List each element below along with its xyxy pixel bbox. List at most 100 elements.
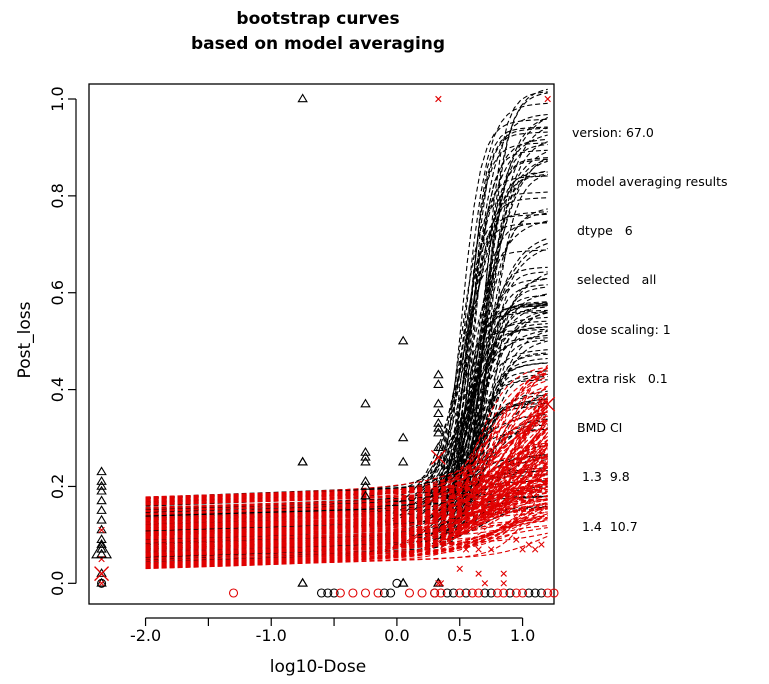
black-triangle-point [297,577,308,587]
red-circle-point [492,588,502,598]
red-curves [145,364,549,570]
black-triangle-point [96,568,107,577]
red-x-point [462,541,470,548]
red-x-point [98,555,105,563]
black-triangle-point [360,490,371,500]
red-bootstrap-curve [145,472,548,505]
black-triangle-point [433,417,444,427]
red-x-point [435,580,442,587]
red-bootstrap-curve [145,442,548,510]
red-bootstrap-curve [145,466,549,544]
red-circle-point [228,588,239,598]
red-x-point [98,526,105,534]
legend-dtype: dtype 6 [577,223,633,239]
red-bootstrap-curve [145,367,548,564]
black-circle-point [316,588,327,598]
red-circle-point [511,588,521,598]
red-bootstrap-curve [145,445,549,565]
red-bootstrap-curve [145,486,548,534]
red-circle-point [335,588,345,598]
x-tick-label: -1.0 [256,626,287,645]
red-circle-point [430,588,440,598]
black-triangle-point [297,456,308,466]
model-averaging-legend: version: 67.0 model averaging results dt… [572,92,728,551]
red-bootstrap-curve [145,433,549,529]
red-bootstrap-curve [145,411,548,509]
red-bootstrap-curve [145,477,549,569]
red-circle-point [467,588,477,598]
red-x-point [538,541,545,548]
red-bootstrap-curve [145,454,549,548]
black-triangle-point [96,466,107,476]
red-bootstrap-curve [145,406,549,499]
red-x-point [525,541,533,548]
red-circle-point [543,588,553,598]
red-x-point [475,546,482,553]
black-circle-point [536,588,546,598]
red-circle-point [417,588,427,598]
black-triangle-point [433,398,444,408]
y-tick-label: 0.0 [48,571,67,596]
black-triangle-point [360,476,371,485]
black-triangle-point [397,335,409,345]
y-tick-label: 0.4 [48,377,67,402]
black-triangle-point [397,432,409,442]
red-bootstrap-curve [145,409,549,498]
black-triangle-point [96,524,107,534]
red-circle-point [436,588,446,598]
black-triangle-point [96,505,107,514]
red-bootstrap-curve [145,463,549,526]
model-average-x-marker [430,449,446,465]
legend-selected: selected all [577,272,657,288]
y-tick-label: 0.8 [48,183,67,208]
red-circle-point [455,588,465,598]
red-bootstrap-curve [145,492,548,535]
y-axis: 0.0 0.2 0.4 0.6 0.8 1.0 [48,86,77,596]
legend-bmd-ci-row-1: 1.3 9.8 [582,469,630,485]
black-circle-point [392,578,402,588]
black-triangle-point [96,577,107,587]
legend-bmd-ci-row-2: 1.4 10.7 [582,518,638,534]
red-bootstrap-curve [145,482,548,543]
red-x-point [437,580,445,587]
red-bootstrap-curve [145,388,548,567]
black-triangle-point [96,548,107,558]
y-tick-label: 1.0 [48,86,67,111]
red-x-point [531,546,539,553]
black-triangle-point [433,408,444,418]
red-x-point [481,580,489,587]
black-circle-point [461,588,471,598]
y-tick-label: 0.2 [48,474,67,499]
x-tick-label: -2.0 [130,626,161,645]
red-x-point [544,95,551,103]
red-bootstrap-curve [145,480,548,503]
black-circle-point [379,588,389,598]
red-bootstrap-curve [145,467,548,502]
red-bootstrap-curve [145,443,549,537]
red-x-point [475,570,482,577]
red-bootstrap-curve [145,399,549,555]
red-circle-point [373,588,383,598]
black-triangle-point [360,398,371,408]
red-circle-point [474,588,484,598]
red-bootstrap-curve [145,457,549,525]
x-tick-label: 0.0 [384,626,409,645]
model-average-triangle-marker [91,540,113,559]
red-bootstrap-curve [145,517,548,552]
black-triangle-point [96,480,107,490]
red-x-point [500,570,507,577]
black-circle-point [486,588,496,598]
black-circle-point [329,588,339,598]
plot-frame [88,83,555,605]
black-circle-point [524,588,534,598]
model-average-x-marker [540,396,556,412]
black-circle-point [97,578,107,588]
red-circle-point [404,588,415,598]
black-bootstrap-curve [145,134,548,529]
red-circle-point [499,588,509,598]
x-axis: -2.0 -1.0 0.0 0.5 1.0 [130,617,535,645]
red-bootstrap-curve [145,507,548,530]
red-bootstrap-curve [145,473,548,559]
black-triangle-point [360,480,371,490]
